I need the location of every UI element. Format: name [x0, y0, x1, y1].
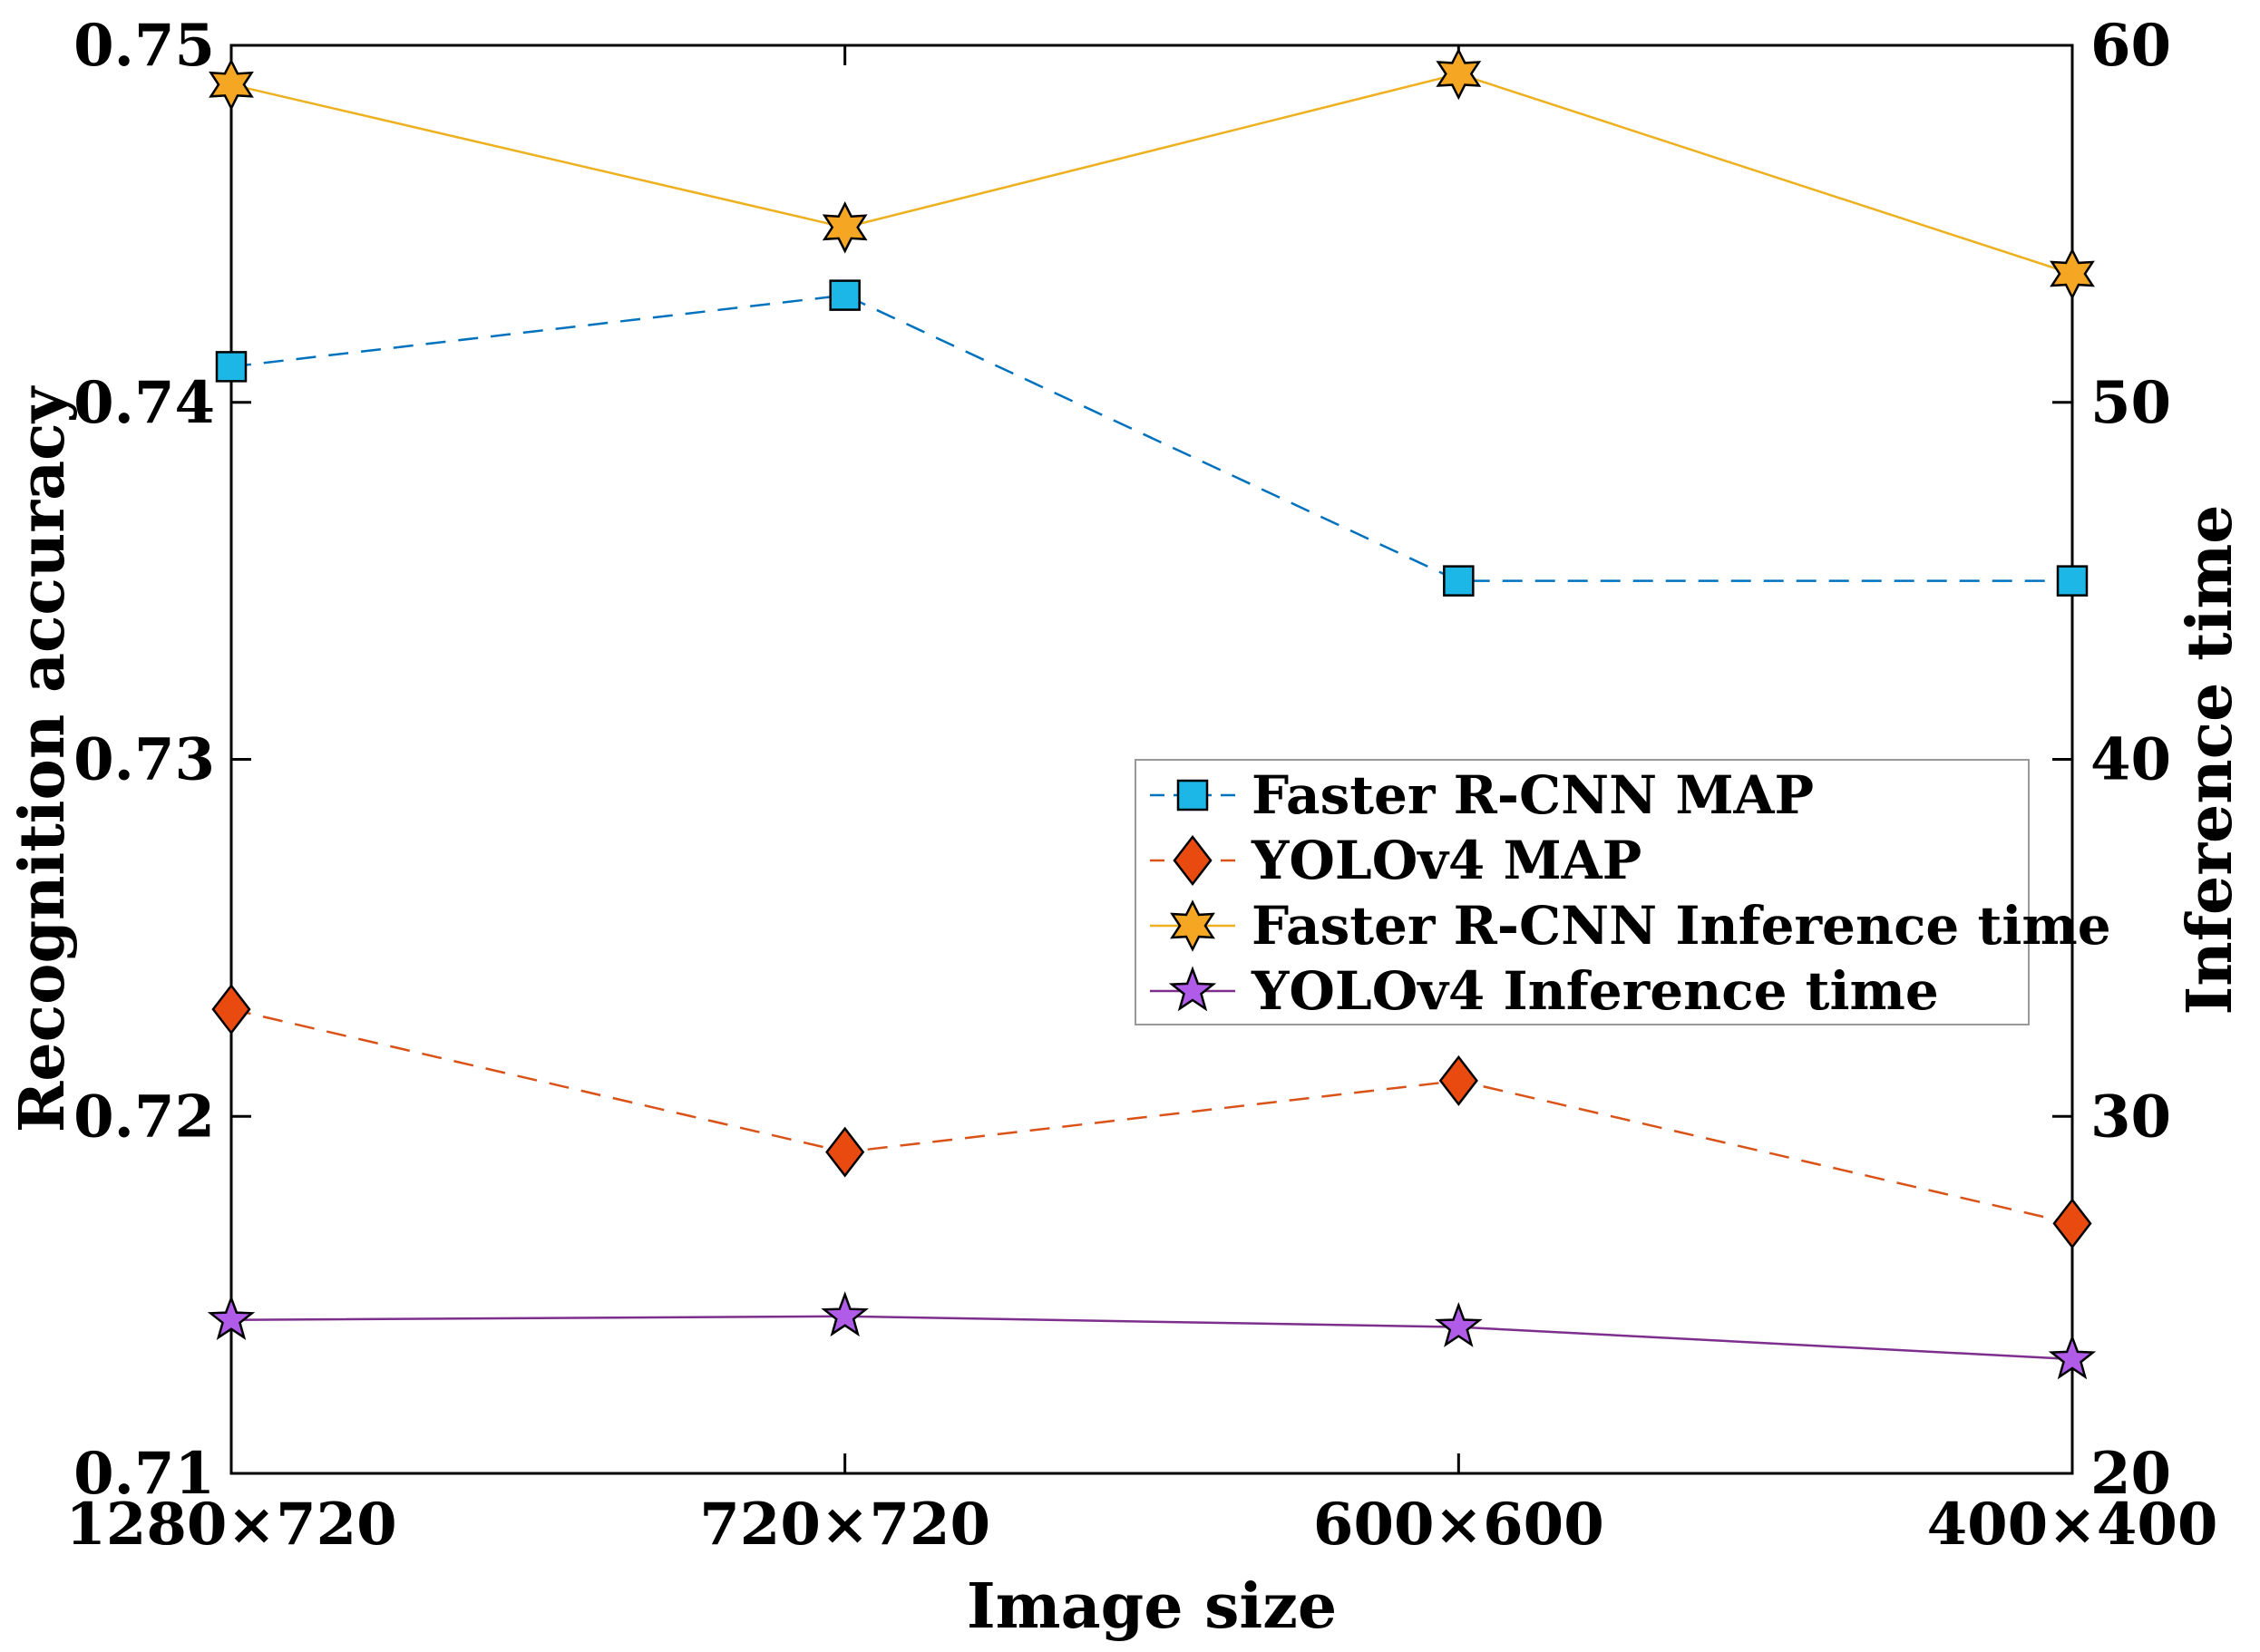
legend-marker — [1173, 834, 1213, 887]
data-point — [822, 201, 868, 254]
x-tick-label: 720×720 — [699, 1491, 990, 1559]
data-point — [211, 984, 251, 1035]
legend-box — [1135, 759, 2030, 1025]
data-point — [829, 279, 861, 311]
right-y-axis-title: Inference time — [2174, 504, 2246, 1015]
data-point — [1438, 1054, 1478, 1106]
data-point — [821, 1291, 869, 1337]
x-axis-title: Image size — [967, 1570, 1337, 1643]
legend-label: YOLOv4 Inference time — [1251, 960, 1939, 1022]
data-point — [2056, 565, 2089, 597]
right-y-tick-label: 20 — [2090, 1440, 2171, 1508]
left-y-tick-label: 0.75 — [73, 12, 215, 80]
left-y-axis: 0.71 0.72 0.73 0.74 0.75 — [73, 12, 251, 1508]
series-line — [230, 1315, 2073, 1361]
x-tick-label: 600×600 — [1313, 1491, 1604, 1559]
series-group — [215, 279, 2089, 597]
left-y-axis-title: Recognition accuracy — [6, 384, 79, 1132]
left-y-tick-label: 0.74 — [73, 369, 215, 437]
series-group — [209, 47, 2095, 300]
series-group — [207, 1291, 2097, 1380]
series-group — [211, 984, 2092, 1249]
data-point — [2048, 1334, 2097, 1380]
right-y-axis: 20 30 40 50 60 — [2052, 12, 2171, 1508]
right-y-tick-label: 30 — [2090, 1083, 2171, 1151]
data-point — [1443, 565, 1475, 597]
left-y-tick-label: 0.73 — [73, 726, 215, 794]
data-point — [2052, 1198, 2092, 1249]
x-tick-label: 400×400 — [1927, 1491, 2218, 1559]
data-point — [2050, 248, 2095, 300]
x-axis: 1280×720 720×720 600×600 400×400 — [65, 45, 2217, 1559]
series-line — [230, 73, 2073, 276]
legend-label: Faster R-CNN MAP — [1252, 764, 1814, 826]
data-point — [207, 1295, 256, 1341]
data-point — [209, 58, 254, 112]
data-point — [1435, 1301, 1483, 1347]
series-layer — [207, 47, 2097, 1380]
legend-marker — [1176, 779, 1209, 811]
x-tick-label: 1280×720 — [65, 1491, 396, 1559]
right-y-tick-label: 40 — [2090, 726, 2171, 794]
left-y-tick-label: 0.71 — [73, 1440, 215, 1508]
data-point — [1436, 47, 1482, 101]
series-line — [230, 294, 2072, 582]
legend-marker — [1170, 899, 1215, 952]
data-point — [825, 1126, 865, 1178]
data-point — [215, 351, 248, 383]
legend-label: YOLOv4 MAP — [1251, 830, 1641, 891]
legend-label: Faster R-CNN Inference time — [1252, 895, 2111, 957]
left-y-tick-label: 0.72 — [73, 1083, 215, 1151]
legend-marker — [1168, 966, 1217, 1012]
right-y-tick-label: 50 — [2090, 369, 2171, 437]
right-y-tick-label: 60 — [2090, 12, 2171, 80]
